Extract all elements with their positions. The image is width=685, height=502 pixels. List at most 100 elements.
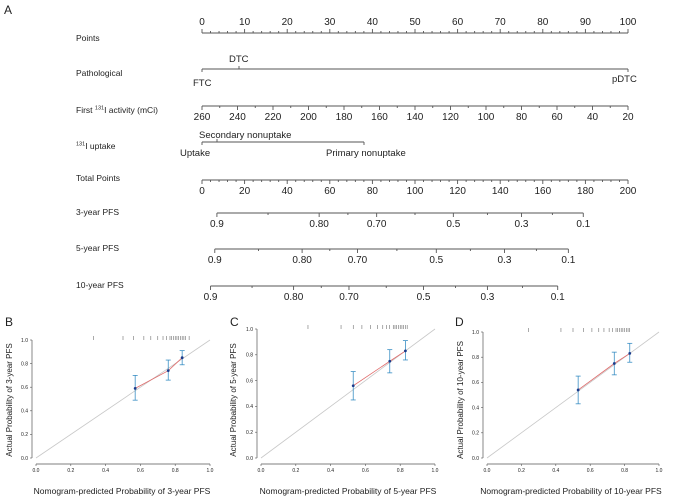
- panel-b-data-point: [166, 369, 170, 373]
- panel-c-y-tick-label: 0.8: [246, 353, 253, 359]
- panel-b-y-tick-label: 1.0: [21, 338, 28, 344]
- panel-c-x-tick-label: 0.0: [258, 468, 265, 474]
- points-tick-label: 100: [620, 17, 637, 28]
- uptake-label-suffix: I uptake: [85, 141, 116, 151]
- panel-b-y-tick-label: 0.8: [21, 361, 28, 367]
- panel-c-y-tick-label: 0.0: [246, 456, 253, 462]
- pfs5-tick-label: 0.1: [561, 255, 575, 266]
- total-points-tick-label: 140: [492, 186, 509, 197]
- uptake-row-label: 131I uptake: [76, 141, 116, 151]
- panel-d-ideal-line: [486, 331, 660, 459]
- panel-d-y-tick-label: 0.6: [472, 380, 479, 386]
- panel-c-data-point: [404, 349, 407, 353]
- panel-b-plot: 0.0 0.0 0.2 0.2 0.4 0.4 0.6 0.6 0.8 0.8 1.0 1.0: [21, 336, 214, 474]
- points-tick-label: 70: [495, 17, 507, 28]
- total-points-tick-label: 100: [407, 186, 424, 197]
- uptake-uptake-label: Uptake: [180, 148, 210, 159]
- panel-c-x-tick-label: 0.4: [327, 468, 334, 474]
- panel-b-fit-line: [134, 357, 183, 389]
- pfs10-tick-label: 0.9: [204, 292, 218, 303]
- pfs3-tick-label: 0.80: [309, 219, 329, 230]
- panel-c-data-point: [351, 384, 355, 388]
- panel-b-y-tick-label: 0.0: [21, 456, 28, 462]
- panel-c-y-tick-label: 0.2: [246, 430, 253, 436]
- pfs10-tick-label: 0.5: [417, 292, 431, 303]
- uptake-primary-label: Primary nonuptake: [326, 148, 406, 159]
- pfs10-row-label: 10-year PFS: [76, 280, 124, 290]
- panel-d-ylabel: Actual Probability of 10-year PFS: [456, 341, 465, 459]
- total-points-tick-label: 80: [367, 186, 379, 197]
- panel-b-ideal-line: [35, 339, 211, 459]
- panel-d-y-tick-label: 0.2: [472, 431, 479, 437]
- pathological-row-label: Pathological: [76, 68, 122, 78]
- panel-c-y-tick-label: 0.6: [246, 378, 253, 384]
- panel-b-y-tick-label: 0.4: [21, 409, 28, 415]
- panel-d-y-tick-label: 0.8: [472, 355, 479, 361]
- activity-tick-label: 200: [300, 112, 317, 123]
- panel-c-y-tick-label: 0.4: [246, 404, 253, 410]
- panel-c-x-tick-label: 0.2: [292, 468, 299, 474]
- pfs5-tick-label: 0.5: [429, 255, 443, 266]
- panel-d-x-tick-label: 1.0: [656, 468, 663, 474]
- panel-d-fit-line: [577, 353, 630, 391]
- panel-b-x-tick-label: 0.6: [137, 468, 144, 474]
- pfs10-tick-label: 0.3: [480, 292, 494, 303]
- panel-c-x-tick-label: 0.8: [397, 468, 404, 474]
- panel-c-xlabel: Nomogram-predicted Probability of 5-year…: [260, 486, 437, 496]
- panel-b-data-point: [133, 386, 137, 390]
- activity-row-label: First 131I activity (mCi): [76, 105, 158, 115]
- calibration-panel-c: C Actual Probability of 5-year PFS Nomog…: [229, 315, 439, 496]
- pfs10-tick-label: 0.80: [284, 292, 304, 303]
- calibration-panel-d: D Actual Probability of 10-year PFS Nomo…: [455, 315, 663, 496]
- panel-d-x-tick-label: 0.2: [518, 468, 525, 474]
- activity-tick-label: 20: [622, 112, 634, 123]
- points-tick-label: 0: [199, 17, 205, 28]
- pfs5-tick-label: 0.80: [292, 255, 312, 266]
- total-points-tick-label: 200: [620, 186, 637, 197]
- panel-d-y-tick-label: 0.0: [472, 456, 479, 462]
- points-tick-label: 20: [282, 17, 294, 28]
- activity-tick-label: 40: [587, 112, 599, 123]
- points-tick-label: 80: [537, 17, 549, 28]
- uptake-label-superscript: 131: [76, 142, 85, 148]
- panel-d-x-tick-label: 0.4: [552, 468, 559, 474]
- pathological-ftc-label: FTC: [193, 78, 212, 89]
- activity-tick-label: 220: [265, 112, 282, 123]
- panel-c-y-tick-label: 1.0: [246, 327, 253, 333]
- pfs3-tick-label: 0.70: [367, 219, 387, 230]
- pathological-pdtc-label: pDTC: [612, 74, 637, 85]
- points-tick-label: 40: [367, 17, 379, 28]
- pfs5-row-label: 5-year PFS: [76, 243, 119, 253]
- pfs10-tick-label: 0.1: [551, 292, 565, 303]
- activity-tick-label: 180: [336, 112, 353, 123]
- uptake-secondary-label: Secondary nonuptake: [199, 130, 291, 141]
- points-tick-label: 50: [409, 17, 421, 28]
- panel-b-y-tick-label: 0.2: [21, 432, 28, 438]
- total-points-tick-label: 0: [199, 186, 205, 197]
- pfs5-tick-label: 0.70: [348, 255, 368, 266]
- pfs5-tick-label: 0.9: [208, 255, 222, 266]
- pfs5-tick-label: 0.3: [498, 255, 512, 266]
- panel-c-label: C: [230, 315, 239, 329]
- points-tick-label: 90: [580, 17, 592, 28]
- activity-tick-label: 260: [194, 112, 211, 123]
- panel-c-ylabel: Actual Probability of 5-year PFS: [229, 343, 238, 456]
- activity-label-superscript: 131: [95, 106, 104, 112]
- points-row-label: Points: [76, 33, 100, 43]
- panel-d-x-tick-label: 0.8: [621, 468, 628, 474]
- panel-b-x-tick-label: 0.8: [172, 468, 179, 474]
- panel-b-x-tick-label: 1.0: [207, 468, 214, 474]
- total-points-tick-label: 20: [239, 186, 251, 197]
- pfs3-tick-label: 0.1: [576, 219, 590, 230]
- panel-c-plot: 0.0 0.0 0.2 0.2 0.4 0.4 0.6 0.6 0.8 0.8 1.0 1.0: [246, 325, 439, 474]
- pfs3-tick-label: 0.5: [446, 219, 460, 230]
- activity-tick-label: 100: [478, 112, 495, 123]
- activity-tick-label: 120: [442, 112, 459, 123]
- panel-d-y-tick-label: 0.4: [472, 405, 479, 411]
- points-tick-label: 60: [452, 17, 464, 28]
- total-points-tick-label: 60: [324, 186, 336, 197]
- panel-b-y-tick-label: 0.6: [21, 385, 28, 391]
- pfs10-tick-label: 0.70: [339, 292, 359, 303]
